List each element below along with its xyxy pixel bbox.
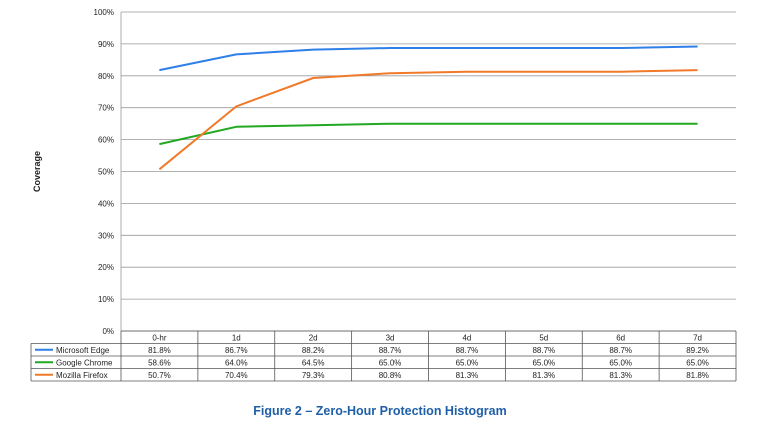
y-tick-label: 50%	[98, 168, 114, 177]
data-label: 88.2%	[302, 346, 325, 355]
y-axis-label: Coverage	[32, 151, 42, 192]
x-tick-label: 0-hr	[152, 334, 167, 343]
data-label: 58.6%	[148, 358, 171, 367]
series-line	[159, 122, 698, 146]
series-line	[158, 69, 698, 171]
data-label: 86.7%	[225, 346, 248, 355]
data-label: 64.0%	[225, 358, 248, 367]
series-line	[159, 45, 698, 72]
data-label: 81.3%	[609, 371, 632, 380]
y-tick-label: 40%	[98, 199, 114, 208]
legend-entry: Microsoft Edge	[56, 346, 110, 355]
x-tick-label: 6d	[616, 334, 625, 343]
y-tick-label: 70%	[98, 104, 114, 113]
data-label: 70.4%	[225, 371, 248, 380]
data-label: 64.5%	[302, 358, 325, 367]
x-tick-label: 1d	[232, 334, 241, 343]
data-label: 81.8%	[686, 371, 709, 380]
x-tick-label: 7d	[693, 334, 702, 343]
data-label: 88.7%	[609, 346, 632, 355]
y-tick-label: 80%	[98, 72, 114, 81]
data-label: 89.2%	[686, 346, 709, 355]
data-label: 88.7%	[379, 346, 402, 355]
data-label: 65.0%	[456, 358, 479, 367]
line-chart: 0% 10% 20% 30% 40% 50% 60% 70% 80% 90% 100% Coverag…	[30, 8, 737, 382]
data-label: 65.0%	[686, 358, 709, 367]
y-tick-label: 30%	[98, 231, 114, 240]
data-label: 50.7%	[148, 371, 171, 380]
data-label: 81.8%	[148, 346, 171, 355]
y-tick-label: 0%	[102, 327, 114, 336]
figure-caption: Figure 2 – Zero-Hour Protection Histogra…	[253, 404, 507, 418]
y-tick-label: 90%	[98, 40, 114, 49]
y-tick-label: 100%	[94, 8, 114, 17]
data-label: 65.0%	[532, 358, 555, 367]
y-tick-label: 20%	[98, 263, 114, 272]
data-label: 81.3%	[456, 371, 479, 380]
data-label: 88.7%	[532, 346, 555, 355]
legend-entry: Google Chrome	[56, 358, 113, 367]
x-tick-label: 2d	[309, 334, 318, 343]
x-tick-label: 5d	[539, 334, 548, 343]
legend-entry: Mozilla Firefox	[56, 371, 108, 380]
data-label: 81.3%	[532, 371, 555, 380]
y-tick-label: 10%	[98, 295, 114, 304]
x-tick-label: 4d	[462, 334, 471, 343]
data-label: 88.7%	[456, 346, 479, 355]
y-tick-label: 60%	[98, 136, 114, 145]
data-label: 65.0%	[379, 358, 402, 367]
data-label: 79.3%	[302, 371, 325, 380]
data-label: 80.8%	[379, 371, 402, 380]
data-label: 65.0%	[609, 358, 632, 367]
x-tick-label: 3d	[386, 334, 395, 343]
